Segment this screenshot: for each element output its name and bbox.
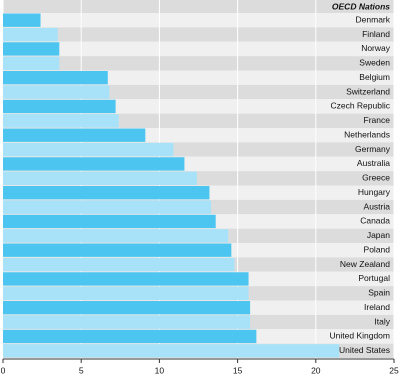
x-tick-label: 0: [1, 365, 6, 375]
x-tick-label: 5: [79, 365, 84, 375]
category-label: Austria: [364, 201, 391, 211]
category-label: Ireland: [364, 302, 390, 312]
category-label: Denmark: [356, 14, 391, 24]
bar: [3, 186, 210, 200]
category-label: Japan: [367, 230, 390, 240]
bar: [3, 42, 60, 56]
category-label: Australia: [357, 158, 390, 168]
x-tick-label: 10: [155, 365, 165, 375]
category-label: Netherlands: [344, 129, 390, 139]
bar: [3, 27, 58, 42]
bar: [3, 171, 197, 185]
bar: [3, 315, 251, 329]
bar: [3, 301, 251, 315]
category-label: United States: [339, 345, 390, 355]
bar: [3, 142, 174, 157]
bar: [3, 200, 212, 214]
bar: [3, 85, 110, 99]
category-label: Canada: [360, 216, 390, 226]
chart-title: OECD Nations: [332, 1, 390, 11]
category-label: Czech Republic: [330, 101, 390, 111]
header-row: [3, 0, 394, 13]
bar: [3, 56, 60, 70]
category-label: Portugal: [358, 273, 390, 283]
category-label: Switzerland: [346, 86, 390, 96]
category-label: France: [364, 115, 391, 125]
category-label: Norway: [361, 43, 391, 53]
bar: [3, 99, 116, 114]
bar: [3, 128, 146, 142]
category-label: Finland: [362, 29, 390, 39]
row-band: [3, 27, 394, 42]
bar: [3, 114, 119, 128]
bar: [3, 214, 216, 229]
category-label: Sweden: [359, 58, 390, 68]
x-tick-label: 15: [233, 365, 243, 375]
category-label: Italy: [374, 316, 390, 326]
category-label: Hungary: [358, 187, 391, 197]
bar: [3, 243, 232, 257]
bar: [3, 257, 235, 272]
category-label: Greece: [362, 173, 390, 183]
bar: [3, 157, 185, 171]
bar: [3, 13, 41, 27]
category-label: Spain: [368, 288, 390, 298]
bar: [3, 344, 340, 358]
category-label: Belgium: [359, 72, 390, 82]
bar: [3, 272, 249, 286]
x-tick-label: 20: [311, 365, 321, 375]
bar: [3, 286, 249, 300]
row-band: [3, 41, 394, 57]
row-band: [3, 13, 394, 28]
category-label: Poland: [364, 244, 391, 254]
x-tick-label: 25: [389, 365, 399, 375]
bar: [3, 229, 229, 243]
category-label: New Zealand: [340, 259, 390, 269]
bar: [3, 329, 257, 344]
row-band: [3, 56, 394, 71]
category-label: Germany: [355, 144, 391, 154]
category-label: United Kingdom: [330, 331, 390, 341]
bar: [3, 71, 108, 85]
